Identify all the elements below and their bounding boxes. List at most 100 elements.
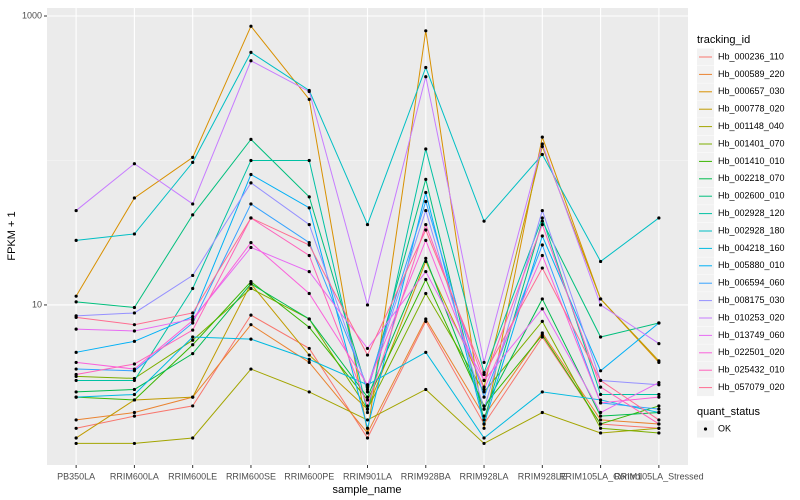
data-point	[424, 350, 428, 354]
x-tick-label: RRIM105LA_Stressed	[614, 471, 704, 481]
x-tick-label: RRIM928BA	[401, 471, 451, 481]
data-point	[307, 206, 311, 210]
data-point	[191, 155, 195, 160]
data-point	[307, 195, 311, 199]
data-point	[191, 318, 195, 323]
data-point	[424, 317, 428, 321]
data-point	[365, 346, 370, 351]
data-point	[365, 426, 370, 430]
x-tick-label: RRIM600PE	[284, 471, 334, 481]
data-point	[424, 75, 428, 79]
data-point	[249, 286, 253, 291]
data-point	[482, 219, 486, 223]
data-point	[74, 367, 78, 371]
data-point	[249, 323, 253, 327]
legend-label: Hb_002928_180	[718, 225, 785, 235]
data-point	[540, 208, 544, 213]
data-point	[132, 311, 137, 315]
x-tick-label: RRIM105LA_Control	[559, 471, 642, 481]
data-point	[191, 395, 195, 399]
data-point	[424, 277, 428, 282]
data-point	[424, 208, 428, 213]
legend-label: Hb_006594_060	[718, 278, 785, 288]
data-point	[424, 256, 428, 260]
data-point	[598, 259, 603, 264]
data-point	[191, 404, 195, 408]
data-point	[365, 395, 370, 399]
data-point	[365, 410, 370, 415]
data-point	[307, 253, 311, 258]
data-point	[540, 144, 544, 149]
data-point	[191, 160, 195, 164]
data-point	[482, 385, 486, 389]
data-point	[365, 418, 370, 422]
data-point	[598, 414, 603, 418]
data-point	[74, 238, 78, 242]
data-point	[657, 407, 661, 411]
data-point	[74, 300, 78, 304]
data-point	[191, 311, 195, 315]
legend-title: tracking_id	[697, 34, 750, 46]
data-point	[657, 383, 661, 387]
data-point	[191, 338, 195, 342]
legend-label: Hb_000657_030	[718, 86, 785, 96]
legend-label: Hb_010253_020	[718, 312, 785, 322]
data-point	[132, 323, 137, 327]
data-point	[74, 426, 78, 430]
data-point	[424, 190, 428, 195]
data-point	[657, 404, 661, 408]
data-point	[365, 222, 370, 227]
legend-label: Hb_025432_010	[718, 365, 785, 375]
legend-label: OK	[718, 423, 731, 433]
x-tick-label: RRIM600LE	[168, 471, 217, 481]
legend-label: Hb_002600_010	[718, 191, 785, 201]
data-point	[540, 234, 544, 238]
legend-label: Hb_022501_020	[718, 347, 785, 357]
data-point	[424, 177, 428, 181]
data-point	[191, 315, 195, 319]
data-point	[657, 418, 661, 422]
data-point	[598, 410, 603, 415]
data-point	[74, 360, 78, 365]
data-point	[482, 422, 486, 426]
data-point	[249, 241, 253, 245]
data-point	[540, 297, 544, 301]
data-point	[482, 407, 486, 411]
data-point	[598, 426, 603, 430]
x-tick-label: RRIM928LE	[518, 471, 567, 481]
data-point	[249, 137, 253, 141]
data-point	[540, 222, 544, 227]
data-point	[482, 418, 486, 422]
data-point	[365, 385, 370, 389]
data-point	[598, 303, 603, 307]
x-tick-label: PB350LA	[57, 471, 95, 481]
data-point	[540, 142, 544, 146]
data-point	[540, 243, 544, 247]
data-point	[307, 222, 311, 227]
data-point	[598, 369, 603, 373]
data-point	[307, 317, 311, 321]
data-point	[307, 89, 311, 94]
data-point	[598, 385, 603, 389]
data-point	[424, 387, 428, 392]
data-point	[74, 294, 78, 298]
data-point	[540, 410, 544, 415]
legend-label: Hb_005880_010	[718, 260, 785, 270]
data-point	[74, 327, 78, 331]
data-point	[657, 359, 661, 363]
data-point	[307, 360, 311, 365]
data-point	[482, 395, 486, 399]
data-point	[249, 280, 253, 284]
data-point	[249, 337, 253, 341]
data-point	[598, 431, 603, 435]
data-point	[74, 315, 78, 319]
data-point	[657, 422, 661, 426]
data-point	[74, 418, 78, 422]
data-point	[365, 431, 370, 435]
shape-legend-title: quant_status	[697, 406, 760, 418]
legend-label: Hb_001148_040	[718, 121, 784, 131]
data-point	[307, 291, 311, 296]
data-point	[191, 321, 195, 325]
data-point	[249, 24, 253, 28]
data-point	[657, 395, 661, 399]
